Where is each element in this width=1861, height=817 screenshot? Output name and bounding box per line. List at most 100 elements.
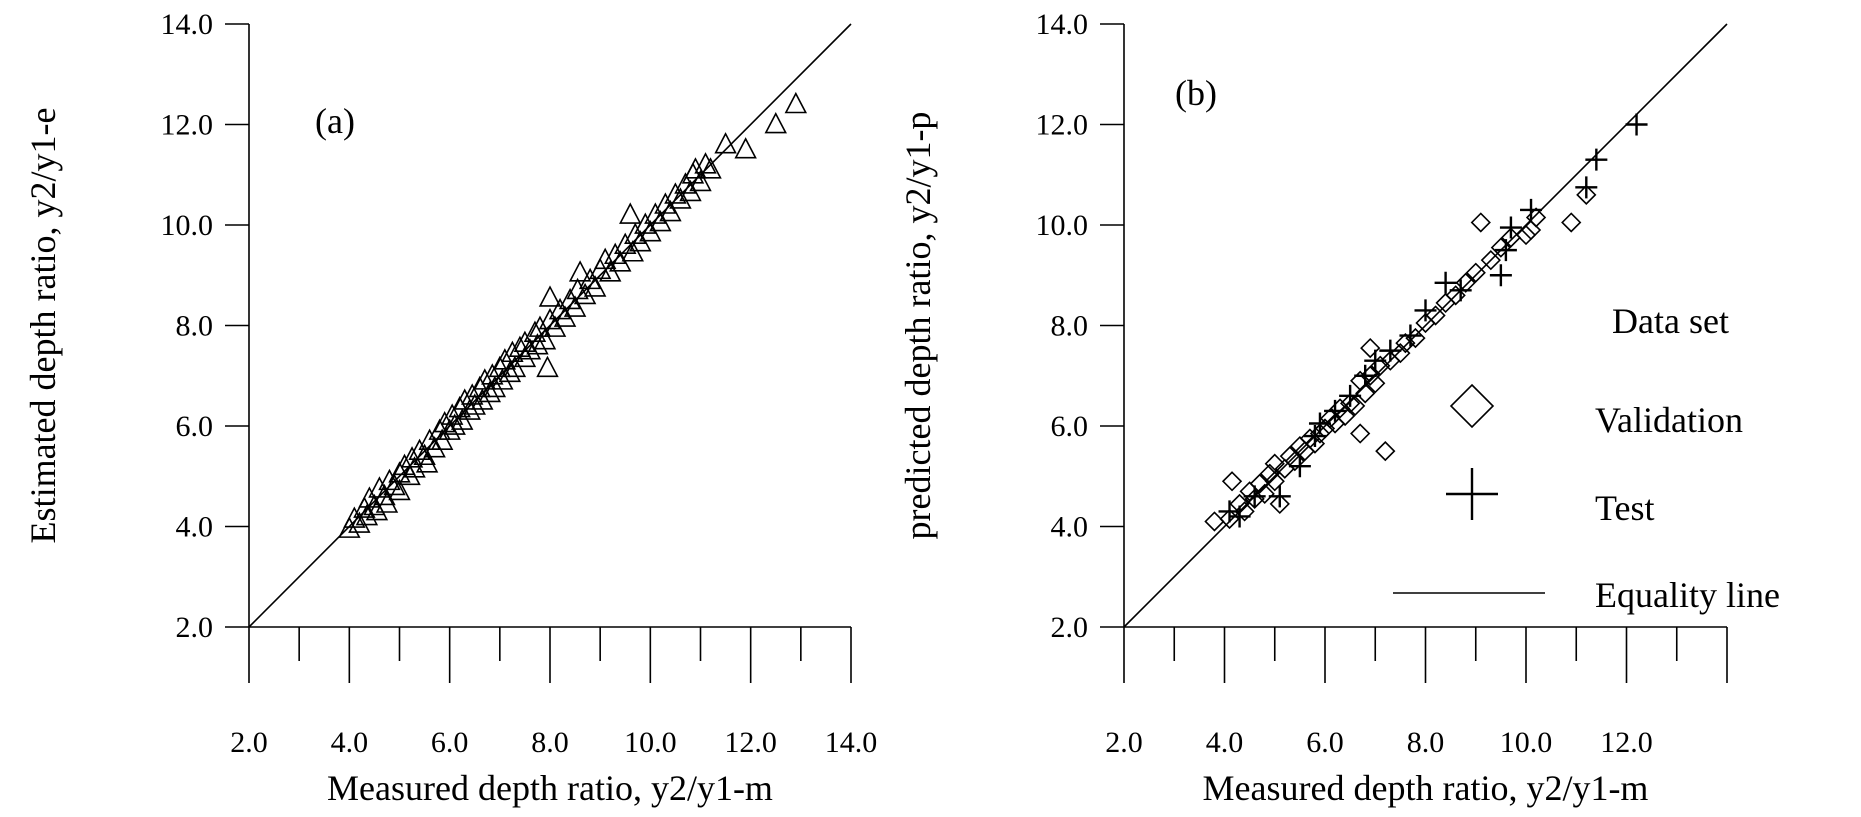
data-point <box>659 199 682 222</box>
data-point <box>440 403 464 425</box>
data-point <box>1365 373 1386 394</box>
data-point <box>1494 239 1517 262</box>
legend-label: Validation <box>1595 400 1743 440</box>
data-point <box>1354 364 1377 387</box>
data-point <box>1350 423 1371 444</box>
x-axis-title: Measured depth ratio, y2/y1-m <box>327 768 773 808</box>
y-tick-label: 4.0 <box>1051 511 1089 544</box>
series-test <box>1218 113 1648 528</box>
data-point <box>1379 339 1402 362</box>
data-point <box>1324 399 1347 422</box>
data-point <box>1364 349 1387 372</box>
x-tick-label: 12.0 <box>724 726 777 759</box>
data-point <box>568 260 592 282</box>
data-point <box>1470 212 1491 233</box>
x-tick-label: 10.0 <box>624 726 677 759</box>
x-tick-label: 10.0 <box>1500 726 1553 759</box>
x-tick-label: 4.0 <box>1206 726 1244 759</box>
data-point <box>443 413 466 435</box>
panel-a: 2.0 4.0 6.0 8.0 10.0 12.0 14.0 2.0 4.0 6.0 8.0 10.0… <box>23 8 877 808</box>
data-point <box>491 368 514 390</box>
data-point <box>1268 485 1291 508</box>
data-point <box>433 410 456 433</box>
x-axis-title: Measured depth ratio, y2/y1-m <box>1203 768 1649 808</box>
data-point <box>536 355 559 378</box>
data-point <box>478 380 502 403</box>
data-point <box>699 157 722 179</box>
data-point <box>1499 216 1522 239</box>
y-tick-label: 14.0 <box>1036 8 1089 41</box>
data-point <box>583 275 607 297</box>
data-point <box>483 375 507 398</box>
x-tick-label: 6.0 <box>431 726 469 759</box>
series-validation <box>1204 184 1597 532</box>
data-point <box>593 247 617 270</box>
data-point <box>348 511 371 533</box>
y-tick-label: 12.0 <box>161 109 214 142</box>
x-tick-label: 6.0 <box>1306 726 1344 759</box>
data-point <box>784 91 808 114</box>
data-point <box>1489 264 1512 287</box>
y-tick-label: 10.0 <box>1036 209 1089 242</box>
y-tick-label: 2.0 <box>1051 611 1089 644</box>
y-tick-label: 2.0 <box>176 611 214 644</box>
data-point <box>1561 212 1582 233</box>
series-data <box>338 91 808 538</box>
panel-label: (b) <box>1175 73 1217 113</box>
legend-label: Test <box>1595 488 1654 528</box>
data-point <box>694 152 717 174</box>
data-point <box>734 137 757 159</box>
data-point <box>689 169 712 192</box>
y-tick-label: 8.0 <box>1051 310 1089 343</box>
data-point <box>1228 505 1251 528</box>
x-tick-label: 4.0 <box>331 726 369 759</box>
data-point <box>1525 207 1547 228</box>
data-point <box>1339 393 1361 414</box>
data-point <box>1360 337 1381 359</box>
data-point <box>1269 493 1290 515</box>
data-point <box>1264 453 1285 474</box>
data-point <box>1303 425 1326 448</box>
x-tick-label: 8.0 <box>531 726 569 759</box>
data-point <box>1585 148 1608 171</box>
data-point <box>684 157 707 179</box>
y-tick-label: 14.0 <box>161 8 214 41</box>
y-axis-title: predicted depth ratio, y2/y1-p <box>898 112 938 540</box>
x-tick-label: 2.0 <box>230 726 268 759</box>
data-point <box>471 388 494 410</box>
data-point <box>493 348 517 370</box>
data-point <box>714 132 737 154</box>
data-point <box>619 202 642 224</box>
data-point <box>1288 455 1311 478</box>
data-point <box>1375 440 1396 462</box>
data-point <box>1334 405 1356 427</box>
data-point <box>538 285 562 307</box>
data-point <box>528 315 552 337</box>
data-point <box>669 187 692 209</box>
data-point <box>1425 305 1446 326</box>
y-tick-label: 4.0 <box>176 511 214 544</box>
panel-b: 2.0 4.0 6.0 8.0 10.0 12.0 14.0 2.0 4.0 6.0 8.0 10.0… <box>898 8 1780 808</box>
data-point <box>1221 471 1243 492</box>
data-point <box>533 328 557 350</box>
y-axis-title: Estimated depth ratio, y2/y1-e <box>23 108 63 544</box>
data-point <box>1576 184 1597 205</box>
data-point <box>1575 176 1598 199</box>
x-tick-label: 12.0 <box>1600 726 1653 759</box>
data-point <box>413 443 436 466</box>
y-tick-label: 10.0 <box>161 209 214 242</box>
data-point <box>378 468 401 491</box>
data-point <box>1308 412 1331 435</box>
data-point <box>1218 500 1241 523</box>
legend-diamond-swatch <box>1449 383 1495 429</box>
y-tick-label: 6.0 <box>176 410 214 443</box>
data-point <box>563 295 587 317</box>
y-tick-label: 6.0 <box>1051 410 1089 443</box>
data-point <box>1339 384 1362 407</box>
legend-title: Data set <box>1612 301 1729 341</box>
data-point <box>1449 279 1472 302</box>
legend-plus-swatch <box>1446 468 1498 520</box>
data-point <box>368 476 391 498</box>
data-point <box>388 461 411 483</box>
